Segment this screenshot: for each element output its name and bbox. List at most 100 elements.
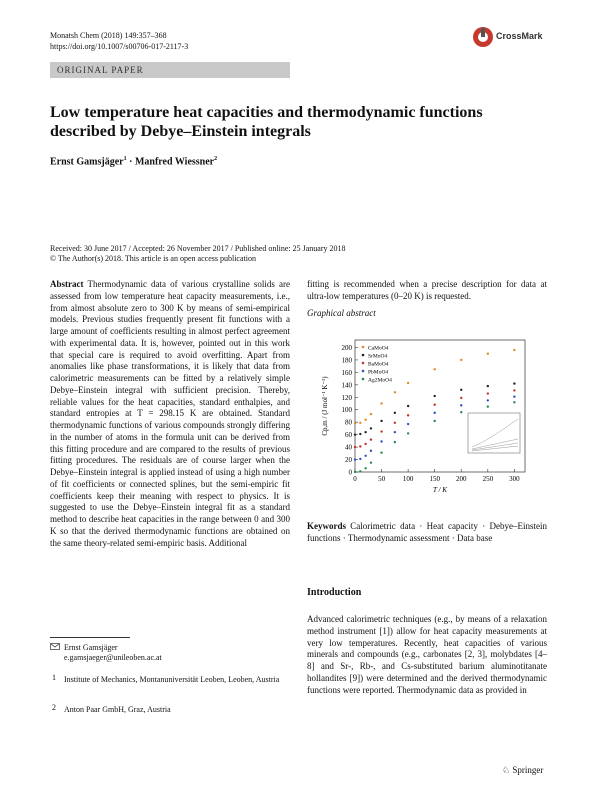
email[interactable]: e.gamsjaeger@unileoben.ac.at (64, 653, 162, 662)
y-tick-label: 180 (342, 356, 353, 364)
data-point (460, 404, 463, 407)
affiliation: Anton Paar GmbH, Graz, Austria (64, 705, 171, 714)
data-point (433, 394, 436, 398)
mail-icon (50, 643, 60, 650)
data-point (353, 470, 357, 474)
data-point (486, 399, 490, 402)
data-point (353, 458, 357, 461)
data-point (380, 440, 383, 443)
data-point (513, 348, 516, 352)
data-point (433, 368, 436, 371)
data-point (353, 422, 357, 425)
data-point (364, 430, 367, 434)
x-axis-label: T / K (433, 486, 447, 494)
section-band: ORIGINAL PAPER (50, 62, 290, 78)
x-tick-label: 100 (403, 475, 414, 483)
data-point (513, 382, 516, 385)
y-tick-label: 0 (349, 469, 353, 477)
legend-marker (361, 353, 365, 357)
data-point (369, 412, 373, 416)
x-tick-label: 200 (456, 475, 467, 483)
intro-heading: Introduction (307, 587, 362, 598)
intro-text: Advanced calorimetric techniques (e.g., … (307, 614, 547, 695)
legend-label: BaMoO4 (368, 361, 389, 367)
abstract-label: Abstract (50, 279, 84, 289)
data-point (460, 358, 463, 362)
abstract-continuation: fitting is recommended when a precise de… (307, 279, 547, 301)
data-point (364, 442, 367, 446)
data-point (460, 411, 463, 414)
data-point (364, 454, 367, 458)
doi[interactable]: https://doi.org/10.1007/s00706-017-2117-… (50, 42, 189, 51)
legend-label: CaMoO4 (368, 345, 389, 351)
legend-label: SrMoO4 (368, 353, 388, 359)
y-tick-label: 80 (345, 419, 353, 427)
contact-name: Ernst Gamsjäger (64, 643, 118, 652)
contact: Ernst Gamsjäger e.gamsjaeger@unileoben.a… (50, 643, 162, 662)
publisher-name: Springer (512, 765, 544, 775)
data-point (406, 381, 410, 385)
aff-num: 2 (52, 703, 56, 712)
data-point (369, 449, 373, 453)
y-tick-label: 120 (342, 394, 353, 402)
y-tick-label: 60 (345, 431, 353, 439)
x-tick-label: 150 (429, 475, 440, 483)
legend-label: Ag2MoO4 (368, 377, 392, 383)
data-point (393, 421, 397, 425)
x-tick-label: 300 (509, 475, 520, 483)
data-point (486, 392, 490, 395)
y-tick-label: 20 (345, 456, 353, 464)
data-point (369, 427, 373, 430)
data-point (406, 404, 410, 408)
data-point (380, 451, 383, 454)
author: Manfred Wiessner (134, 156, 215, 168)
legend-marker (361, 361, 365, 365)
data-point (369, 461, 373, 464)
author: Ernst Gamsjäger (50, 156, 124, 168)
plot-frame (354, 339, 526, 473)
legend-marker (361, 377, 365, 381)
data-point (359, 457, 362, 461)
data-point (406, 414, 410, 417)
data-point (433, 411, 436, 415)
graphical-abstract: 0 20 40 60 80 100 120 140 160 180 200 0 50 100 150 200 2… (321, 339, 526, 494)
title: Low temperature heat capacities and ther… (50, 103, 483, 141)
x-tick-label: 0 (353, 475, 357, 483)
data-point (369, 438, 373, 441)
crossmark-text: CrossMark (496, 31, 543, 41)
data-point (486, 352, 490, 355)
inset-decoration (471, 418, 519, 452)
separator: · (129, 156, 133, 168)
legend-marker (361, 369, 365, 373)
data-point (433, 419, 436, 423)
data-point (359, 421, 362, 425)
graphical-abstract-label: Graphical abstract (307, 308, 376, 318)
data-point (380, 430, 383, 433)
aff-mark: 1 (123, 156, 127, 162)
authors: Ernst Gamsjäger1 · Manfred Wiessner2 (50, 156, 217, 167)
data-point (359, 432, 362, 436)
legend-label: PbMoO4 (368, 369, 388, 375)
license: © The Author(s) 2018. This article is an… (50, 254, 256, 263)
abstract: Abstract Thermodynamic data of various c… (50, 279, 290, 549)
data-point (353, 433, 357, 436)
data-point (406, 422, 410, 426)
title-line: described by Debye–Einstein integrals (50, 123, 311, 140)
title-line: Low temperature heat capacities and ther… (50, 104, 483, 121)
data-point (433, 403, 436, 406)
x-tick-label: 50 (378, 475, 386, 483)
aff-mark: 2 (214, 156, 218, 162)
data-point (393, 411, 397, 415)
keywords: Keywords Calorimetric data · Heat capaci… (307, 521, 547, 545)
data-point (393, 391, 397, 394)
data-point (486, 405, 490, 408)
affiliation: Institute of Mechanics, Montanuniversitä… (64, 675, 280, 684)
data-point (359, 445, 362, 448)
data-point (513, 401, 516, 404)
data-point (393, 430, 397, 434)
y-tick-label: 140 (342, 381, 353, 389)
data-point (364, 418, 367, 421)
y-tick-label: 100 (342, 406, 353, 414)
crossmark-badge[interactable]: CrossMark (472, 26, 550, 48)
x-tick-label: 250 (483, 475, 494, 483)
